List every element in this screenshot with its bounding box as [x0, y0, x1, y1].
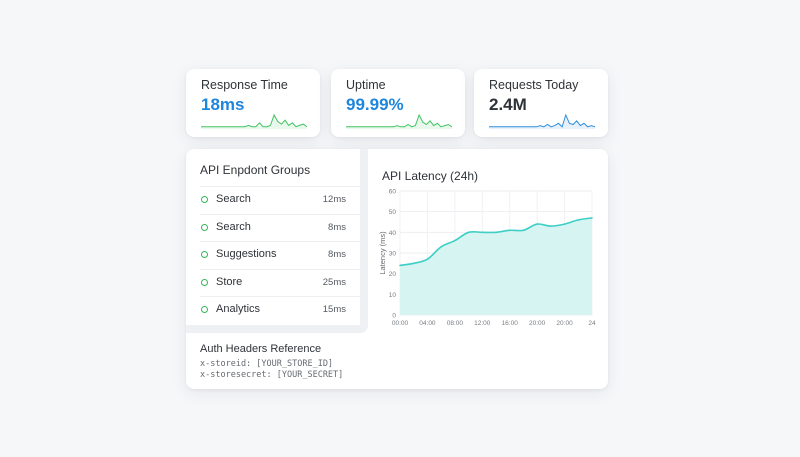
- latency-point: [426, 258, 429, 260]
- latency-point: [399, 264, 401, 267]
- endpoint-group-latency: 12ms: [322, 194, 346, 205]
- status-dot-icon: [201, 306, 208, 314]
- auth-header-storeid: x-storeid: [YOUR_STORE_ID]: [200, 359, 334, 369]
- stat-label: Uptime: [346, 78, 386, 92]
- latency-point: [536, 223, 538, 225]
- sparkline-line: [489, 113, 595, 128]
- auth-headers-title: Auth Headers Reference: [200, 343, 322, 355]
- latency-point: [440, 246, 442, 248]
- endpoint-groups-panel: API Enpdont Groups Search 12ms Search 8m…: [186, 149, 368, 333]
- stat-value: 2.4M: [489, 95, 527, 114]
- endpoint-group-row[interactable]: Suggestions 8ms: [200, 241, 360, 269]
- endpoint-group-row[interactable]: Analytics 15ms: [200, 296, 360, 324]
- endpoint-groups-title: API Enpdont Groups: [200, 163, 311, 177]
- auth-header-storesecret: x-storesecret: [YOUR_SECRET]: [200, 370, 344, 380]
- y-axis-label: Latency (ms): [378, 231, 387, 275]
- latency-chart: 0 10 20 30 40 50 60 00:00 04:00 08:00 12:00 16:00 20…: [378, 189, 596, 328]
- endpoint-group-latency: 8ms: [328, 221, 346, 233]
- endpoint-group-row[interactable]: Store 25ms: [200, 268, 360, 297]
- requests-sparkline: [489, 113, 595, 129]
- endpoint-group-row[interactable]: Search 12ms: [200, 186, 360, 214]
- x-tick-label: 24: [588, 320, 596, 327]
- uptime-card: Uptime 99.99%: [331, 69, 465, 137]
- latency-point: [550, 225, 552, 227]
- status-dot-icon: [201, 278, 208, 286]
- y-tick-label: 50: [389, 209, 397, 216]
- status-dot-icon: [201, 251, 208, 259]
- latency-point: [522, 229, 525, 232]
- requests-today-card: Requests Today 2.4M: [474, 69, 608, 137]
- sparkline-fill: [346, 115, 452, 129]
- latency-point: [508, 229, 511, 232]
- sparkline-line: [346, 113, 452, 128]
- y-tick-label: 10: [389, 292, 397, 299]
- stat-value: 18ms: [201, 95, 245, 114]
- sparkline-fill: [489, 115, 595, 129]
- latency-point: [481, 231, 484, 234]
- x-tick-label: 08:00: [447, 320, 464, 327]
- y-tick-label: 30: [389, 251, 397, 258]
- x-tick-label: 00:00: [392, 320, 409, 327]
- uptime-sparkline: [346, 113, 452, 129]
- latency-point: [454, 239, 456, 242]
- api-overview-panel: API Enpdont Groups Search 12ms Search 8m…: [186, 149, 608, 389]
- y-tick-label: 40: [389, 230, 397, 237]
- endpoint-group-latency: 8ms: [328, 249, 346, 261]
- x-tick-label: 12:00: [474, 320, 491, 327]
- response-time-card: Response Time 18ms: [186, 69, 320, 137]
- stat-value: 99.99%: [346, 95, 404, 114]
- status-dot-icon: [201, 223, 208, 231]
- x-tick-label: 04:00: [419, 320, 436, 327]
- endpoint-group-name: Store: [216, 275, 243, 288]
- x-tick-label: 20:00: [556, 320, 573, 327]
- latency-area: [400, 217, 592, 315]
- endpoint-group-latency: 25ms: [322, 276, 346, 288]
- latency-point: [577, 219, 580, 221]
- endpoint-group-name: Analytics: [216, 303, 261, 316]
- chart-title: API Latency (24h): [382, 169, 479, 183]
- stat-label: Requests Today: [489, 78, 579, 92]
- x-tick-label: 20:00: [529, 320, 546, 327]
- y-tick-label: 0: [392, 313, 396, 320]
- latency-point: [495, 231, 497, 234]
- endpoint-group-list: Search 12ms Search 8ms Suggestions 8ms S…: [200, 186, 360, 324]
- y-tick-label: 20: [389, 271, 397, 278]
- latency-point: [412, 262, 415, 265]
- x-tick-label: 16:00: [502, 320, 519, 327]
- latency-point: [467, 231, 470, 234]
- status-dot-icon: [201, 196, 208, 203]
- endpoint-group-row[interactable]: Search 8ms: [200, 213, 360, 242]
- latency-point: [591, 217, 593, 219]
- latency-point: [563, 223, 566, 225]
- stat-label: Response Time: [201, 78, 288, 92]
- sparkline-line: [201, 113, 307, 128]
- endpoint-group-latency: 15ms: [322, 304, 346, 316]
- endpoint-group-name: Search: [216, 193, 251, 205]
- y-tick-label: 60: [389, 189, 397, 196]
- response-time-sparkline: [201, 113, 307, 129]
- latency-chart-panel: API Latency (24h) 0 10 20 30 40 50 60 00:00 04:0…: [376, 163, 604, 333]
- sparkline-fill: [201, 115, 307, 129]
- endpoint-group-name: Search: [216, 220, 251, 233]
- endpoint-group-name: Suggestions: [216, 248, 277, 261]
